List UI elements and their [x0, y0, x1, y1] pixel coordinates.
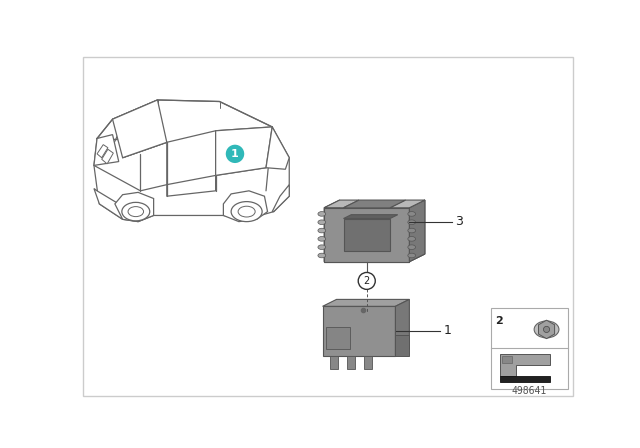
Ellipse shape — [231, 202, 262, 222]
Text: 2: 2 — [364, 276, 370, 286]
Polygon shape — [113, 100, 167, 158]
Polygon shape — [216, 127, 272, 176]
Polygon shape — [410, 200, 425, 262]
Polygon shape — [324, 200, 340, 262]
Polygon shape — [323, 299, 410, 306]
Bar — [491, 308, 568, 389]
Polygon shape — [396, 335, 410, 356]
Polygon shape — [410, 200, 425, 262]
Polygon shape — [102, 149, 113, 164]
Polygon shape — [324, 254, 425, 262]
Polygon shape — [94, 189, 123, 220]
Ellipse shape — [318, 211, 326, 216]
Circle shape — [225, 144, 245, 164]
Polygon shape — [364, 356, 372, 370]
Text: 3: 3 — [455, 215, 463, 228]
Polygon shape — [223, 191, 268, 222]
Polygon shape — [390, 200, 425, 208]
Polygon shape — [94, 134, 119, 165]
Ellipse shape — [122, 202, 150, 221]
Polygon shape — [500, 354, 550, 375]
Ellipse shape — [408, 220, 415, 224]
Ellipse shape — [408, 245, 415, 250]
Polygon shape — [97, 145, 108, 158]
Polygon shape — [502, 356, 513, 362]
Text: 1: 1 — [231, 149, 239, 159]
Ellipse shape — [408, 228, 415, 233]
Bar — [500, 375, 550, 382]
Polygon shape — [323, 306, 396, 356]
Polygon shape — [266, 127, 289, 169]
Ellipse shape — [534, 321, 559, 338]
Polygon shape — [344, 200, 406, 208]
Ellipse shape — [238, 206, 255, 217]
Ellipse shape — [408, 237, 415, 241]
Polygon shape — [94, 100, 289, 222]
Ellipse shape — [128, 207, 143, 217]
Ellipse shape — [318, 220, 326, 224]
Ellipse shape — [318, 237, 326, 241]
Polygon shape — [272, 185, 289, 211]
Circle shape — [358, 272, 375, 289]
Text: 1: 1 — [444, 324, 451, 337]
Polygon shape — [396, 299, 410, 356]
Polygon shape — [324, 200, 359, 208]
Polygon shape — [344, 219, 390, 251]
Ellipse shape — [408, 211, 415, 216]
Polygon shape — [344, 215, 397, 219]
Polygon shape — [324, 252, 410, 262]
Ellipse shape — [318, 245, 326, 250]
Polygon shape — [324, 208, 410, 262]
Ellipse shape — [318, 228, 326, 233]
Polygon shape — [330, 356, 338, 370]
Polygon shape — [326, 327, 349, 349]
Circle shape — [543, 326, 550, 332]
Text: 2: 2 — [495, 315, 503, 326]
Polygon shape — [348, 356, 355, 370]
Text: 498641: 498641 — [512, 387, 547, 396]
Polygon shape — [115, 192, 154, 222]
Ellipse shape — [408, 253, 415, 258]
Ellipse shape — [318, 253, 326, 258]
